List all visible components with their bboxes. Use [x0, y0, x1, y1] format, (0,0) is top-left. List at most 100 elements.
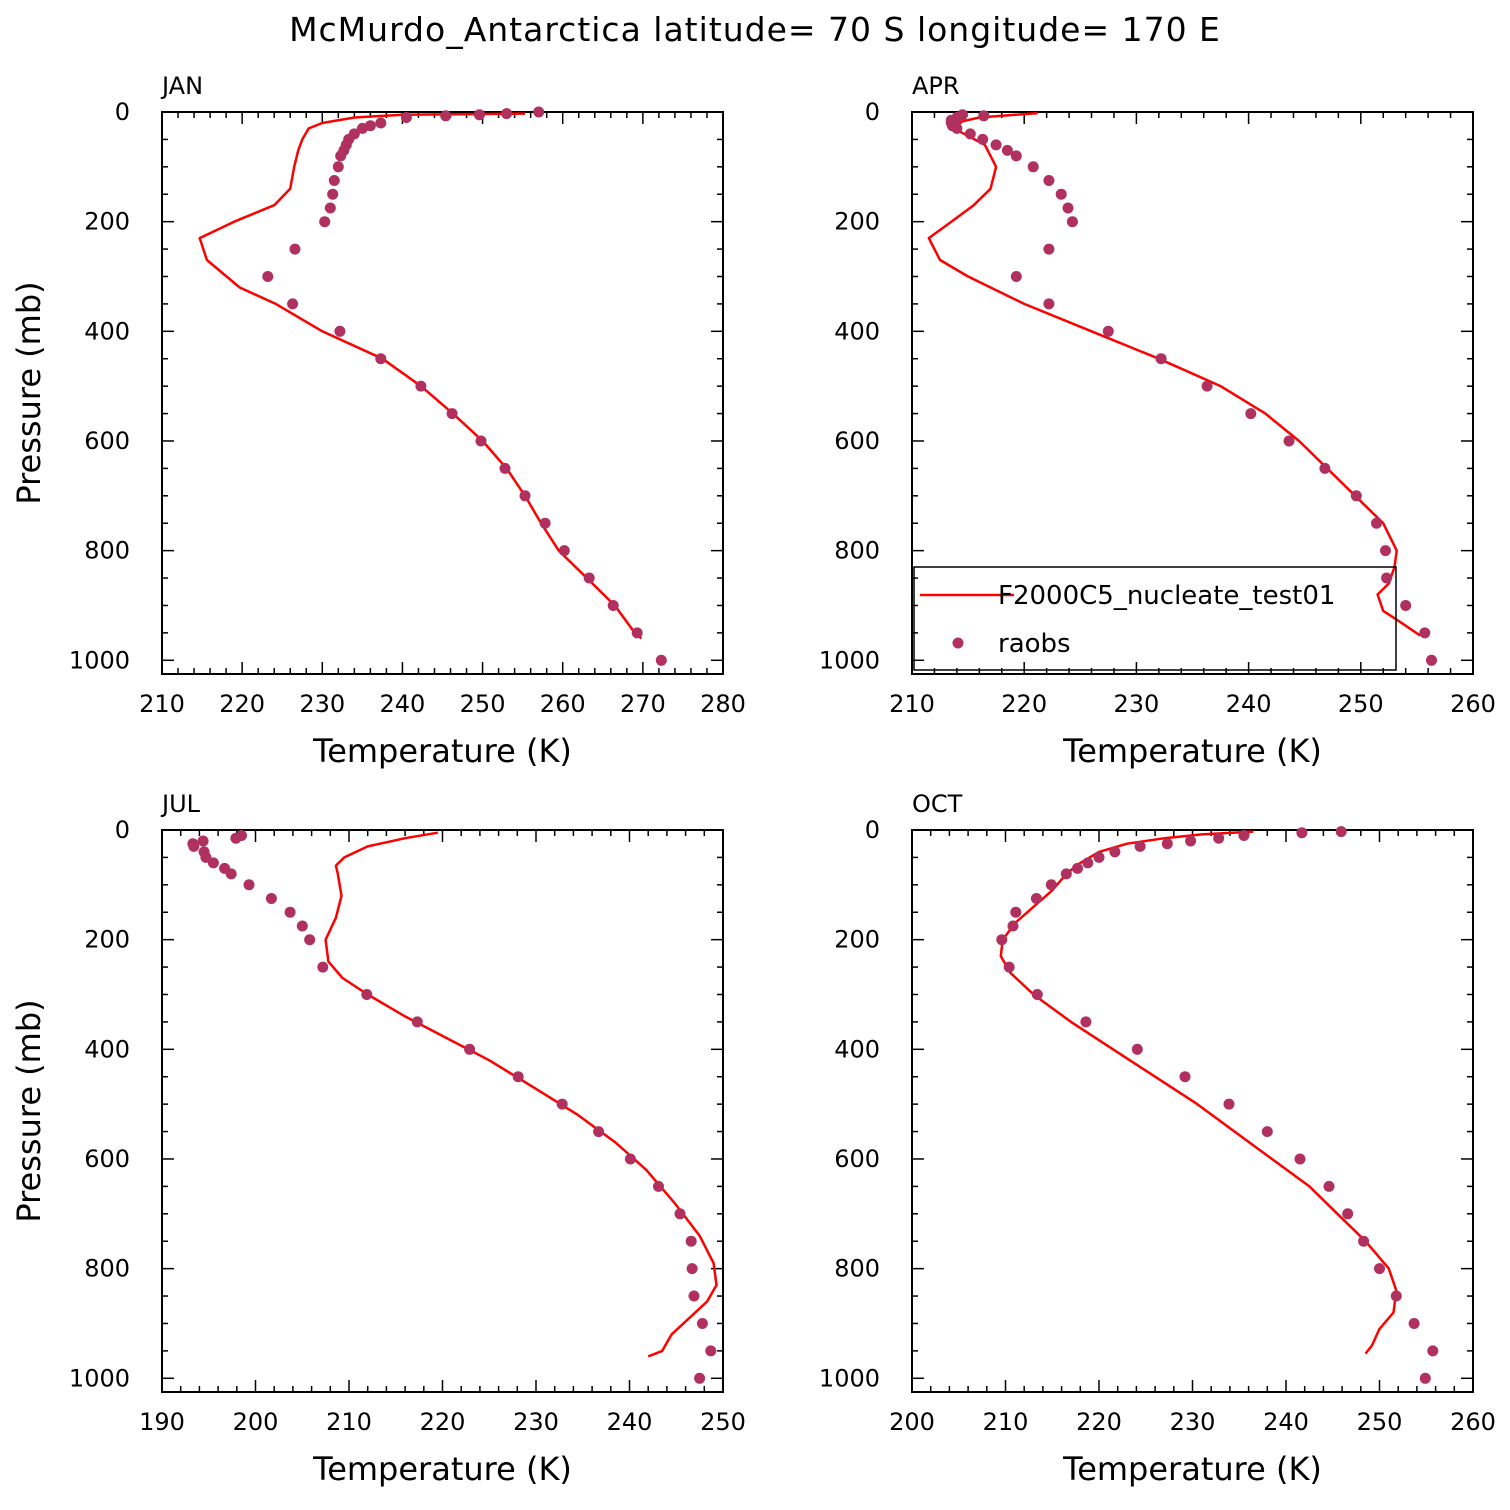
oct-raobs-point — [1093, 851, 1105, 863]
oct-x-tick-label: 250 — [1357, 1408, 1403, 1436]
jan-raobs-point — [262, 271, 274, 282]
jan-raobs-point — [519, 490, 531, 502]
jan-raobs-point — [539, 517, 551, 529]
jul-raobs-point — [464, 1043, 476, 1055]
jan-raobs-point — [446, 408, 458, 420]
jan-raobs-point — [558, 545, 570, 557]
apr-raobs-point — [1155, 353, 1167, 365]
jul-raobs-point — [705, 1345, 717, 1357]
jul-raobs-point — [696, 1318, 708, 1329]
oct-x-axis-label: Temperature (K) — [1062, 1450, 1322, 1488]
jul-x-tick-label: 230 — [513, 1408, 559, 1436]
apr-raobs-point — [1043, 243, 1055, 255]
oct-x-tick-label: 220 — [1076, 1408, 1122, 1436]
oct-x-tick-label: 260 — [1450, 1408, 1496, 1436]
jan-x-axis-label: Temperature (K) — [312, 732, 572, 770]
legend-marker-swatch — [952, 637, 964, 649]
apr-raobs-point — [1001, 144, 1013, 156]
oct-raobs-point — [1031, 989, 1043, 1000]
apr-raobs-point — [1043, 298, 1055, 310]
jul-raobs-point — [296, 920, 308, 932]
jul-y-tick-label: 0 — [115, 816, 130, 844]
oct-raobs-point — [1427, 1345, 1439, 1357]
apr-raobs-point — [1371, 517, 1382, 529]
jul-raobs-point — [197, 835, 209, 847]
apr-y-tick-label: 800 — [834, 537, 880, 565]
apr-y-tick-label: 600 — [834, 427, 880, 455]
jul-raobs-point — [304, 934, 316, 946]
jan-x-tick-label: 240 — [380, 690, 426, 718]
oct-raobs-point — [1335, 826, 1347, 838]
oct-raobs-point — [1179, 1071, 1191, 1083]
apr-raobs-point — [1055, 188, 1067, 200]
jul-y-tick-label: 600 — [84, 1145, 130, 1173]
jul-raobs-point — [686, 1263, 698, 1275]
jan-raobs-point — [655, 654, 667, 666]
apr-x-tick-label: 210 — [889, 690, 935, 718]
jul-raobs-point — [411, 1016, 423, 1028]
jul-panel-label: JUL — [160, 790, 201, 818]
jan-x-tick-label: 270 — [620, 690, 666, 718]
jul-raobs-point — [653, 1180, 664, 1192]
oct-raobs-point — [1003, 961, 1015, 973]
jan-y-axis-label: Pressure (mb) — [10, 281, 48, 504]
jan-x-tick-label: 250 — [460, 690, 506, 718]
jan-raobs-point — [334, 325, 346, 337]
oct-raobs-point — [996, 934, 1008, 946]
jan-model-line — [198, 112, 643, 640]
jan-raobs-point — [375, 117, 387, 129]
jul-raobs-point — [593, 1126, 605, 1138]
jul-x-tick-label: 200 — [233, 1408, 279, 1436]
jul-raobs-point — [674, 1208, 686, 1220]
jan-raobs-point — [583, 572, 595, 584]
oct-raobs-point — [1342, 1208, 1354, 1220]
oct-x-tick-label: 200 — [889, 1408, 935, 1436]
jul-raobs-point — [624, 1153, 636, 1165]
jul-raobs-point — [694, 1372, 706, 1384]
jan-raobs-point — [501, 108, 513, 120]
apr-raobs-point — [1426, 654, 1437, 666]
jul-x-tick-label: 250 — [700, 1408, 746, 1436]
oct-raobs-point — [1185, 835, 1197, 847]
jan-raobs-point — [332, 161, 344, 173]
oct-raobs-point — [1419, 1372, 1431, 1384]
oct-x-tick-label: 210 — [983, 1408, 1029, 1436]
oct-raobs-point — [1261, 1126, 1273, 1138]
oct-x-tick-label: 230 — [1170, 1408, 1216, 1436]
apr-raobs-point — [1102, 325, 1114, 337]
jan-y-tick-label: 200 — [84, 208, 130, 236]
jan-raobs-point — [631, 627, 643, 639]
oct-raobs-point — [1007, 920, 1019, 932]
oct-raobs-point — [1072, 862, 1083, 874]
apr-raobs-point — [1400, 600, 1412, 611]
jan-raobs-point — [499, 462, 511, 474]
jan-x-tick-label: 260 — [540, 690, 586, 718]
oct-y-tick-label: 0 — [865, 816, 880, 844]
jan-raobs-point — [289, 243, 301, 255]
jul-raobs-point — [284, 906, 296, 918]
oct-raobs-point — [1323, 1180, 1335, 1192]
jul-raobs-point — [230, 832, 242, 844]
jan-raobs-point — [440, 110, 452, 122]
jan-raobs-point — [319, 216, 331, 228]
oct-raobs-point — [1213, 832, 1225, 844]
apr-y-tick-label: 200 — [834, 208, 880, 236]
oct-y-tick-label: 1000 — [819, 1364, 880, 1392]
apr-raobs-point — [1419, 627, 1431, 639]
apr-x-tick-label: 220 — [1001, 690, 1047, 718]
jan-raobs-point — [473, 109, 485, 121]
jan-y-tick-label: 800 — [84, 537, 130, 565]
oct-y-tick-label: 400 — [834, 1035, 880, 1063]
jan-x-tick-label: 220 — [219, 690, 265, 718]
apr-y-tick-label: 1000 — [819, 646, 880, 674]
apr-raobs-point — [1062, 202, 1074, 214]
apr-y-tick-label: 400 — [834, 317, 880, 345]
oct-raobs-point — [1134, 840, 1146, 852]
jan-y-tick-label: 0 — [115, 98, 130, 126]
apr-raobs-point — [990, 139, 1002, 151]
apr-raobs-point — [964, 128, 976, 140]
jan-panel-label: JAN — [160, 72, 203, 100]
jan-raobs-point — [533, 106, 545, 118]
jul-raobs-point — [265, 893, 277, 904]
apr-raobs-point — [1319, 462, 1331, 474]
